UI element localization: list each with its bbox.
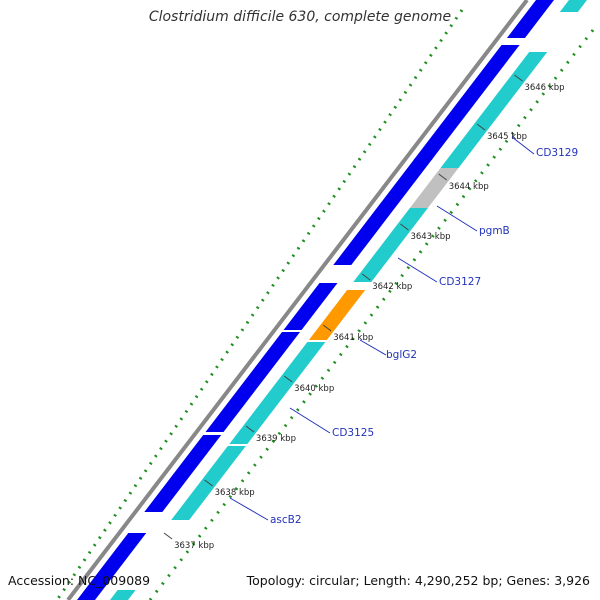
forward-gene-7 [144, 435, 222, 512]
tick-label: 3637 kbp [174, 541, 214, 551]
gene-label-cd3125: CD3125 [289, 407, 374, 439]
tick-mark [163, 532, 173, 540]
gene-label-text: CD3129 [536, 147, 578, 159]
tick-4: 3640 kbp [283, 375, 334, 394]
tick-label: 3643 kbp [410, 232, 450, 242]
reverse-gene-8 [110, 590, 136, 600]
tick-label: 3641 kbp [333, 333, 373, 343]
gc-dots-outer [55, 9, 464, 600]
backbone-track [66, 0, 529, 600]
forward-gene-1 [506, 0, 554, 38]
tick-2: 3638 kbp [204, 479, 255, 498]
gene-label-text: pgmB [479, 225, 510, 237]
forward-gene-3 [386, 158, 434, 195]
tick-label: 3638 kbp [215, 488, 255, 498]
tick-label: 3646 kbp [524, 83, 564, 93]
tick-6: 3642 kbp [361, 273, 412, 292]
forward-strand-track [77, 0, 554, 600]
reverse-gene-4 [353, 208, 428, 282]
gene-label-cd3129: CD3129 [511, 136, 578, 159]
gene-label-text: ascB2 [270, 514, 302, 526]
accession-text: Accession: NC_009089 [8, 573, 151, 588]
forward-gene-6 [205, 332, 301, 432]
reverse-gene-6 [229, 342, 326, 444]
forward-gene-5 [283, 283, 338, 330]
reverse-strand-track [110, 0, 587, 600]
gene-label-text: CD3125 [332, 427, 374, 439]
tick-label: 3640 kbp [294, 384, 334, 394]
tick-mark [361, 273, 371, 281]
label-leader [511, 136, 535, 155]
tick-label: 3644 kbp [449, 182, 489, 192]
map-title: Clostridium difficile 630, complete geno… [148, 9, 452, 25]
label-leader [289, 407, 331, 434]
label-leader [397, 257, 438, 283]
tick-1: 3637 kbp [163, 532, 214, 551]
tick-9: 3645 kbp [476, 123, 527, 142]
scale-ticks: 3637 kbp 3638 kbp 3639 kbp 3640 kbp 3641 kbp… [163, 74, 565, 551]
gene-label-text: bglG2 [386, 349, 417, 361]
tick-mark [514, 74, 523, 82]
gene-label-pgmb: pgmB [436, 205, 510, 237]
reverse-gene-3 [409, 168, 459, 208]
tick-mark [245, 425, 255, 433]
tick-label: 3645 kbp [487, 132, 527, 142]
tick-mark [283, 375, 293, 383]
tick-10: 3646 kbp [514, 74, 565, 93]
genome-summary-text: Topology: circular; Length: 4,290,252 bp… [246, 573, 590, 588]
reverse-gene-5 [308, 290, 366, 340]
tick-mark [438, 173, 448, 181]
gc-dots-inner [148, 29, 595, 600]
tick-8: 3644 kbp [438, 173, 489, 192]
label-leader [229, 497, 269, 521]
reverse-gene-1 [559, 0, 587, 12]
reverse-gene-2 [440, 52, 548, 168]
tick-mark [400, 223, 409, 231]
tick-label: 3639 kbp [256, 434, 296, 444]
tick-mark [204, 479, 213, 487]
label-leader [436, 205, 478, 232]
forward-gene-2 [413, 45, 520, 160]
forward-gene-4 [333, 195, 405, 265]
label-leader [359, 339, 387, 356]
tick-mark [322, 324, 332, 332]
gene-label-text: CD3127 [439, 276, 481, 288]
tick-3: 3639 kbp [245, 425, 296, 444]
gene-label-cd3127: CD3127 [397, 257, 481, 288]
backbone-line [66, 0, 529, 600]
gene-label-bglg2: bglG2 [359, 339, 417, 361]
tick-7: 3643 kbp [400, 223, 451, 242]
tick-5: 3641 kbp [322, 324, 373, 343]
tick-mark [476, 123, 486, 131]
gc-content-track [55, 9, 595, 600]
gene-label-layer: ascB2 CD3125 bglG2 CD3127 pgmB CD3129 [229, 136, 578, 526]
forward-gene-8 [77, 533, 147, 600]
tick-label: 3642 kbp [372, 282, 412, 292]
gene-label-ascb2: ascB2 [229, 497, 302, 526]
